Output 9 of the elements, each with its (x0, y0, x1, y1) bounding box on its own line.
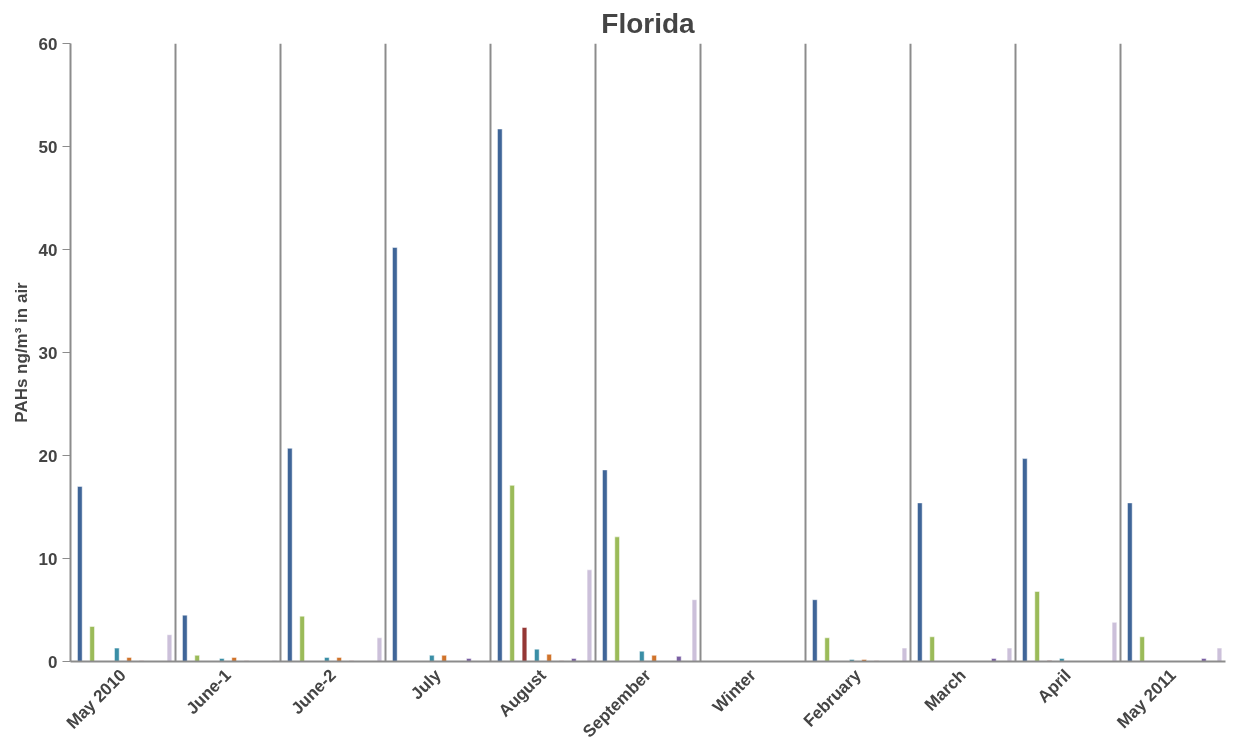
y-tick-label: 40 (38, 240, 58, 260)
y-tick-label: 10 (38, 549, 58, 569)
y-tick-label: 60 (38, 34, 58, 54)
y-axis-title: PAHs ng/m³ in air (11, 281, 31, 423)
chart-title: Florida (601, 7, 696, 39)
y-tick-label: 20 (38, 446, 58, 466)
y-tick-label: 30 (38, 343, 58, 363)
y-tick-label: 0 (48, 652, 58, 672)
y-tick-label: 50 (38, 137, 58, 157)
